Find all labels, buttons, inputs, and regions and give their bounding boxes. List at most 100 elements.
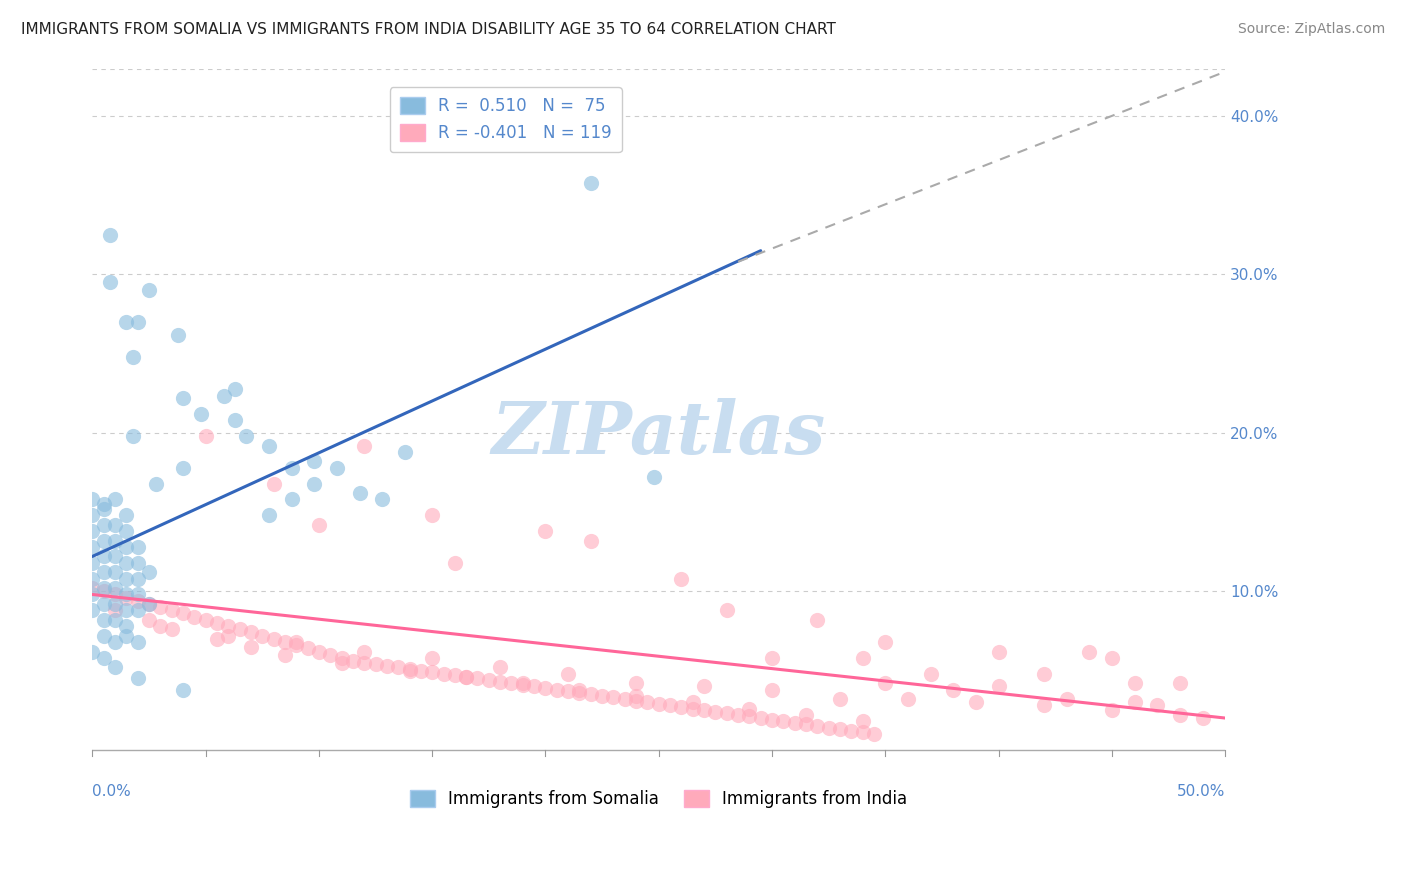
Text: IMMIGRANTS FROM SOMALIA VS IMMIGRANTS FROM INDIA DISABILITY AGE 35 TO 64 CORRELA: IMMIGRANTS FROM SOMALIA VS IMMIGRANTS FR… xyxy=(21,22,837,37)
Point xyxy=(217,619,239,633)
Point xyxy=(987,679,1010,693)
Point xyxy=(512,678,534,692)
Point xyxy=(534,681,557,695)
Point xyxy=(82,572,104,586)
Point xyxy=(274,635,297,649)
Point xyxy=(375,658,398,673)
Point xyxy=(172,391,194,405)
Point xyxy=(172,607,194,621)
Point xyxy=(104,587,127,601)
Point xyxy=(456,670,478,684)
Point xyxy=(349,486,371,500)
Point xyxy=(93,566,115,580)
Point xyxy=(512,676,534,690)
Legend: Immigrants from Somalia, Immigrants from India: Immigrants from Somalia, Immigrants from… xyxy=(404,783,914,814)
Point xyxy=(1032,666,1054,681)
Point xyxy=(624,676,647,690)
Point xyxy=(568,682,591,697)
Point xyxy=(93,517,115,532)
Point xyxy=(579,687,602,701)
Point xyxy=(1101,703,1123,717)
Point xyxy=(456,670,478,684)
Point xyxy=(489,660,512,674)
Point xyxy=(205,615,228,630)
Point xyxy=(115,619,138,633)
Point xyxy=(852,650,875,665)
Point xyxy=(682,701,704,715)
Point xyxy=(523,679,546,693)
Point xyxy=(235,429,257,443)
Point xyxy=(897,692,920,706)
Point xyxy=(115,629,138,643)
Point xyxy=(82,508,104,523)
Point xyxy=(987,644,1010,658)
Point xyxy=(353,656,375,670)
Point xyxy=(149,600,172,615)
Point xyxy=(115,524,138,538)
Point xyxy=(330,650,353,665)
Point xyxy=(274,648,297,662)
Text: Source: ZipAtlas.com: Source: ZipAtlas.com xyxy=(1237,22,1385,37)
Point xyxy=(127,572,149,586)
Point xyxy=(127,594,149,608)
Point xyxy=(398,664,420,678)
Point xyxy=(217,629,239,643)
Point xyxy=(115,540,138,554)
Point xyxy=(115,315,138,329)
Point xyxy=(194,429,217,443)
Point xyxy=(817,721,839,735)
Point xyxy=(190,407,212,421)
Point xyxy=(738,701,761,715)
Point xyxy=(326,460,349,475)
Point xyxy=(167,327,190,342)
Point xyxy=(127,587,149,601)
Point xyxy=(875,635,897,649)
Point xyxy=(693,679,716,693)
Point xyxy=(304,476,326,491)
Point xyxy=(839,723,862,738)
Point xyxy=(82,587,104,601)
Point xyxy=(285,635,308,649)
Point xyxy=(82,524,104,538)
Point xyxy=(783,715,806,730)
Point xyxy=(443,668,465,682)
Point xyxy=(579,533,602,548)
Point xyxy=(104,597,127,611)
Point xyxy=(965,695,987,709)
Point xyxy=(624,693,647,707)
Point xyxy=(93,597,115,611)
Point xyxy=(172,460,194,475)
Point xyxy=(420,650,443,665)
Point xyxy=(115,591,138,605)
Point xyxy=(806,719,828,733)
Point xyxy=(127,540,149,554)
Point xyxy=(104,635,127,649)
Point xyxy=(852,725,875,739)
Point xyxy=(93,497,115,511)
Point xyxy=(671,572,693,586)
Point xyxy=(648,697,671,711)
Point xyxy=(205,632,228,646)
Point xyxy=(93,650,115,665)
Point xyxy=(127,672,149,686)
Point xyxy=(852,714,875,729)
Point xyxy=(342,654,364,668)
Point xyxy=(263,476,285,491)
Point xyxy=(602,690,624,705)
Point xyxy=(643,470,665,484)
Point xyxy=(127,635,149,649)
Point xyxy=(93,581,115,595)
Point xyxy=(138,283,160,297)
Point xyxy=(942,682,965,697)
Point xyxy=(409,664,432,678)
Point xyxy=(1123,676,1146,690)
Point xyxy=(501,676,523,690)
Text: ZIPatlas: ZIPatlas xyxy=(492,398,825,469)
Point xyxy=(579,176,602,190)
Point xyxy=(1123,695,1146,709)
Point xyxy=(183,609,205,624)
Point xyxy=(104,603,127,617)
Point xyxy=(875,676,897,690)
Point xyxy=(145,476,167,491)
Point xyxy=(432,666,454,681)
